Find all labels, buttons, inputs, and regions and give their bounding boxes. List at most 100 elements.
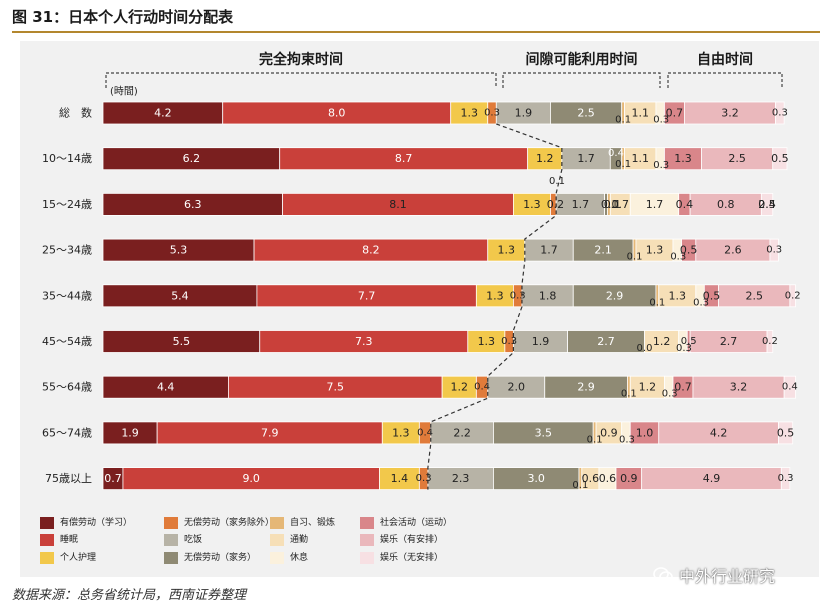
data-label: 2.9 [606, 289, 624, 302]
category-label: 10～14歳 [42, 152, 92, 165]
data-label: 0.1 [615, 159, 631, 170]
title-rule [12, 31, 820, 33]
data-label: 0.8 [717, 198, 735, 211]
legend-label: 社会活动（运动） [380, 516, 452, 528]
data-label: 3.2 [721, 107, 739, 120]
watermark: 中外行业研究 [653, 563, 775, 587]
legend-label: 自习、锻炼 [290, 516, 335, 528]
data-label: 7.5 [327, 381, 345, 394]
data-label: 1.3 [669, 289, 687, 302]
data-label: 0.9 [620, 472, 638, 485]
data-label: 0.2 [785, 290, 801, 301]
data-label: 1.4 [391, 472, 409, 485]
data-label: 2.9 [577, 381, 595, 394]
data-label: 7.7 [358, 289, 376, 302]
data-label: 0.3 [676, 343, 692, 354]
group-bracket [105, 72, 497, 88]
data-label: 0.3 [670, 252, 686, 263]
data-label: 3.2 [730, 381, 748, 394]
data-label: 2.7 [720, 335, 738, 348]
data-label: 1.3 [523, 198, 541, 211]
data-label: 0.3 [766, 245, 782, 256]
legend-swatch [270, 552, 284, 564]
data-label: 0.1 [621, 389, 637, 400]
data-label: 0.4 [417, 427, 433, 438]
source-note: 数据来源：总务省统计局，西南证券整理 [12, 588, 247, 603]
data-label: 0.5 [771, 152, 789, 165]
group-label-bg [252, 49, 350, 71]
data-label: 1.3 [478, 335, 496, 348]
data-label: 2.5 [728, 152, 746, 165]
data-label: 0.6 [599, 472, 617, 485]
legend-swatch [270, 517, 284, 529]
legend-label: 娱乐（无安排） [380, 551, 443, 563]
data-label: 1.9 [121, 426, 139, 439]
data-label: 1.2 [653, 335, 671, 348]
data-label: 0.4 [758, 198, 776, 211]
data-label: 2.1 [594, 244, 612, 257]
category-label: 35～44歳 [42, 289, 92, 302]
data-label: 1.3 [460, 107, 478, 120]
data-label: 1.3 [674, 152, 692, 165]
bar-segment [783, 375, 796, 399]
data-label: 1.3 [392, 426, 410, 439]
data-label: 8.7 [395, 152, 413, 165]
data-label: 0.7 [104, 472, 122, 485]
legend-swatch [40, 534, 54, 546]
data-label: 0.2 [762, 336, 778, 347]
data-label: 0.1 [572, 480, 588, 491]
data-label: 4.2 [710, 426, 728, 439]
data-label: 7.9 [261, 426, 279, 439]
data-label: 0.3 [501, 336, 517, 347]
data-label: 2.2 [453, 426, 471, 439]
data-label: 0.1 [615, 115, 631, 126]
data-label: 1.7 [572, 198, 590, 211]
data-label: 0.1 [649, 297, 665, 308]
category-label: 15～24歳 [42, 198, 92, 211]
data-label: 1.3 [646, 244, 664, 257]
bar-segment [789, 284, 796, 308]
group-label: 自由时间 [697, 51, 753, 68]
bar-segment [769, 238, 779, 262]
data-label: 0.1 [601, 198, 619, 211]
data-label: 0.3 [619, 434, 635, 445]
bar-segment [766, 330, 774, 353]
legend-swatch [164, 534, 178, 546]
legend-swatch [164, 517, 178, 529]
group-label: 完全拘束时间 [259, 51, 343, 68]
data-label: 2.6 [724, 244, 742, 257]
legend-swatch [164, 552, 178, 564]
data-label: 7.3 [355, 335, 373, 348]
data-label: 1.7 [540, 244, 558, 257]
data-label: 0.3 [653, 160, 669, 171]
data-label: 0.5 [703, 289, 721, 302]
data-label: 8.2 [362, 244, 380, 257]
legend-swatch [40, 517, 54, 529]
data-label: 1.7 [646, 198, 664, 211]
data-label: 0.5 [680, 244, 698, 257]
data-label: 9.0 [242, 472, 260, 485]
legend-swatch [270, 534, 284, 546]
legend-swatch [360, 552, 374, 564]
data-label: 0.3 [653, 115, 669, 126]
data-label: 0.1 [587, 434, 603, 445]
unit-label: (時間) [110, 86, 138, 98]
data-label: 0.4 [782, 382, 798, 393]
data-label: 0.3 [416, 473, 432, 484]
data-label: 4.4 [157, 381, 175, 394]
legend-label: 吃饭 [184, 533, 202, 545]
group-bracket [667, 72, 783, 88]
data-label: 0.6 [582, 472, 600, 485]
data-label: 1.2 [451, 381, 469, 394]
group-label-bg [691, 49, 759, 71]
category-label: 65～74歳 [42, 426, 92, 439]
group-boundary-line [427, 123, 563, 490]
data-label: 1.0 [636, 426, 654, 439]
data-label: 0.3 [484, 108, 500, 119]
data-label: 2.7 [597, 335, 615, 348]
legend-label: 通勤 [290, 533, 308, 545]
legend-swatch [360, 517, 374, 529]
bar-segment [772, 147, 788, 171]
category-label: 総 数 [59, 106, 92, 120]
